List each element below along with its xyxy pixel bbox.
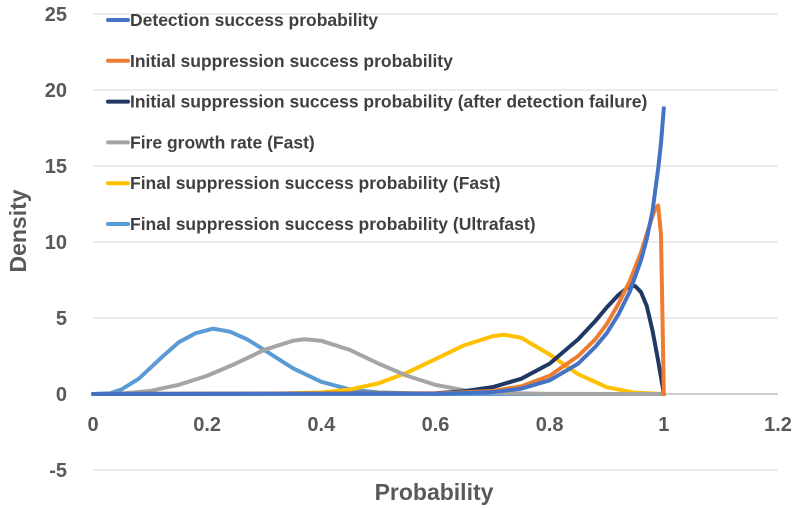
y-tick-label: -5 [49,460,67,482]
x-tick-label: 1.2 [764,414,792,436]
y-tick-label: 10 [45,232,67,254]
y-tick-label: 0 [56,384,67,406]
x-axis-ticks: 0 0.2 0.4 0.6 0.8 1 1.2 [87,414,791,436]
x-axis-title: Probability [375,479,494,505]
series-line [91,106,666,396]
y-tick-label: 25 [45,4,67,26]
legend-label: Fire growth rate (Fast) [130,132,315,152]
legend-label: Detection success probability [130,10,378,30]
legend-label: Final suppression success probability (F… [130,173,501,193]
y-tick-label: 20 [45,80,67,102]
legend: Detection success probability Initial sup… [106,10,647,234]
series-lines [91,106,666,396]
series-line [91,337,666,396]
y-tick-label: 15 [45,156,67,178]
gridlines [93,13,778,471]
series-line [91,284,666,396]
series-line [91,332,666,396]
x-tick-label: 0.4 [307,414,336,436]
y-axis-ticks: -5 0 5 10 15 20 25 [45,4,67,482]
legend-label: Initial suppression success probability … [130,92,647,112]
x-tick-label: 0.6 [422,414,450,436]
y-tick-label: 5 [56,308,67,330]
x-tick-label: 0.8 [536,414,564,436]
y-axis-title: Density [5,189,31,272]
legend-label: Initial suppression success probability [130,51,453,71]
x-tick-label: 1 [658,414,669,436]
legend-label: Final suppression success probability (U… [130,214,536,234]
x-tick-label: 0 [87,414,98,436]
x-tick-label: 0.2 [193,414,221,436]
